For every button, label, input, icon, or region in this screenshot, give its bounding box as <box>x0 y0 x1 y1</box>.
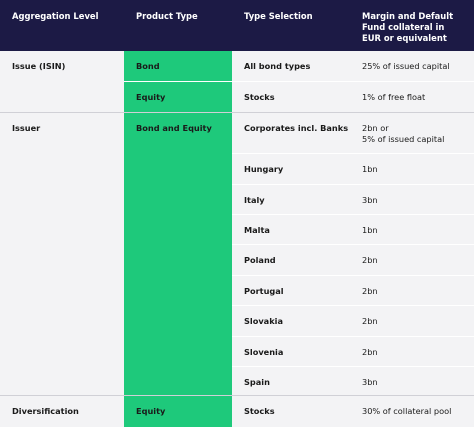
row-separator <box>232 305 474 306</box>
type-selection-cell: Slovakia <box>244 316 283 326</box>
aggregation-level-cell: Issue (ISIN) <box>12 61 66 71</box>
type-selection-cell: All bond types <box>244 61 311 71</box>
aggregation-column-bg <box>0 51 124 427</box>
margin-cell: 1bn <box>362 164 378 174</box>
product-type-cell: Equity <box>136 92 166 102</box>
margin-cell: 3bn <box>362 195 378 205</box>
product-cell-bond-and-equity <box>124 113 232 395</box>
row-separator <box>232 214 474 215</box>
type-selection-cell: Italy <box>244 195 265 205</box>
type-selection-cell: Spain <box>244 377 270 387</box>
row-separator <box>232 184 474 185</box>
row-separator <box>232 275 474 276</box>
margin-cell: 2bn or 5% of issued capital <box>362 123 445 144</box>
margin-cell: 2bn <box>362 316 378 326</box>
product-type-cell: Bond <box>136 61 160 71</box>
type-selection-cell: Slovenia <box>244 347 284 357</box>
margin-cell: 30% of collateral pool <box>362 406 452 416</box>
type-selection-cell: Stocks <box>244 406 275 416</box>
margin-cell: 2bn <box>362 255 378 265</box>
row-separator <box>232 336 474 337</box>
product-cell-bond <box>124 51 232 81</box>
margin-cell: 25% of issued capital <box>362 61 450 71</box>
header-margin: Margin and Default Fund collateral in EU… <box>362 11 454 43</box>
aggregation-level-cell: Issuer <box>12 123 41 133</box>
row-separator <box>232 81 474 82</box>
type-selection-cell: Poland <box>244 255 276 265</box>
type-column-bg <box>232 51 351 427</box>
separator-issuer-diversification <box>0 395 474 396</box>
margin-cell: 2bn <box>362 286 378 296</box>
margin-cell: 2bn <box>362 347 378 357</box>
header-aggregation-level: Aggregation Level <box>12 11 99 21</box>
row-separator <box>232 366 474 367</box>
row-separator <box>232 244 474 245</box>
header-product-type: Product Type <box>136 11 198 21</box>
separator-issue-issuer <box>0 112 474 113</box>
type-selection-cell: Portugal <box>244 286 284 296</box>
type-selection-cell: Hungary <box>244 164 284 174</box>
product-cell-equity <box>124 82 232 112</box>
type-selection-cell: Corporates incl. Banks <box>244 123 349 133</box>
product-type-cell: Equity <box>136 406 166 416</box>
type-selection-cell: Malta <box>244 225 270 235</box>
product-type-cell: Bond and Equity <box>136 123 212 133</box>
table-header: Aggregation Level Product Type Type Sele… <box>0 0 474 51</box>
margin-cell: 1bn <box>362 225 378 235</box>
product-cell-equity-diversification <box>124 396 232 427</box>
aggregation-level-cell: Diversification <box>12 406 79 416</box>
margin-column-bg <box>351 51 474 427</box>
margin-cell: 1% of free float <box>362 92 426 102</box>
type-selection-cell: Stocks <box>244 92 275 102</box>
header-type-selection: Type Selection <box>244 11 313 21</box>
margin-cell: 3bn <box>362 377 378 387</box>
row-separator <box>232 153 474 154</box>
